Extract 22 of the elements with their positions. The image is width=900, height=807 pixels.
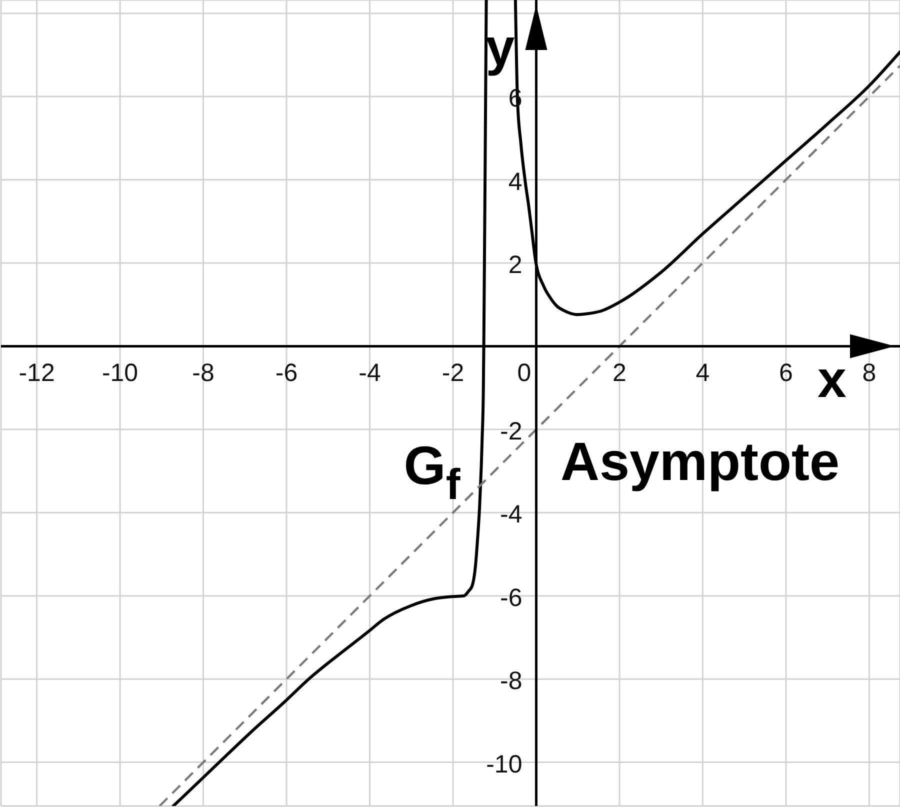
x-tick-label: -2 — [442, 359, 464, 388]
annotation: Asymptote — [560, 432, 840, 492]
x-tick-label: -12 — [18, 359, 55, 388]
y-tick-label: -6 — [500, 584, 522, 612]
y-axis-title: y — [486, 19, 515, 77]
y-tick-label: 2 — [508, 250, 522, 279]
x-tick-label: 6 — [779, 359, 793, 388]
x-tick-label: 2 — [612, 359, 626, 388]
x-tick-label: -10 — [102, 359, 138, 388]
x-tick-label: -8 — [192, 359, 214, 388]
x-axis-title: x — [818, 351, 846, 410]
x-tick-label: -4 — [358, 359, 381, 388]
y-tick-label: -2 — [500, 417, 522, 446]
x-tick-label: 4 — [696, 359, 710, 388]
x-tick-label: 0 — [517, 359, 532, 388]
y-tick-label: -4 — [500, 500, 522, 529]
y-tick-label: -10 — [486, 750, 522, 778]
annotation: G$_{f}$ — [404, 436, 460, 510]
y-tick-label: -8 — [500, 667, 522, 696]
y-tick-label: 4 — [508, 168, 522, 196]
x-tick-label: 8 — [862, 359, 876, 388]
x-tick-label: -6 — [275, 359, 298, 388]
